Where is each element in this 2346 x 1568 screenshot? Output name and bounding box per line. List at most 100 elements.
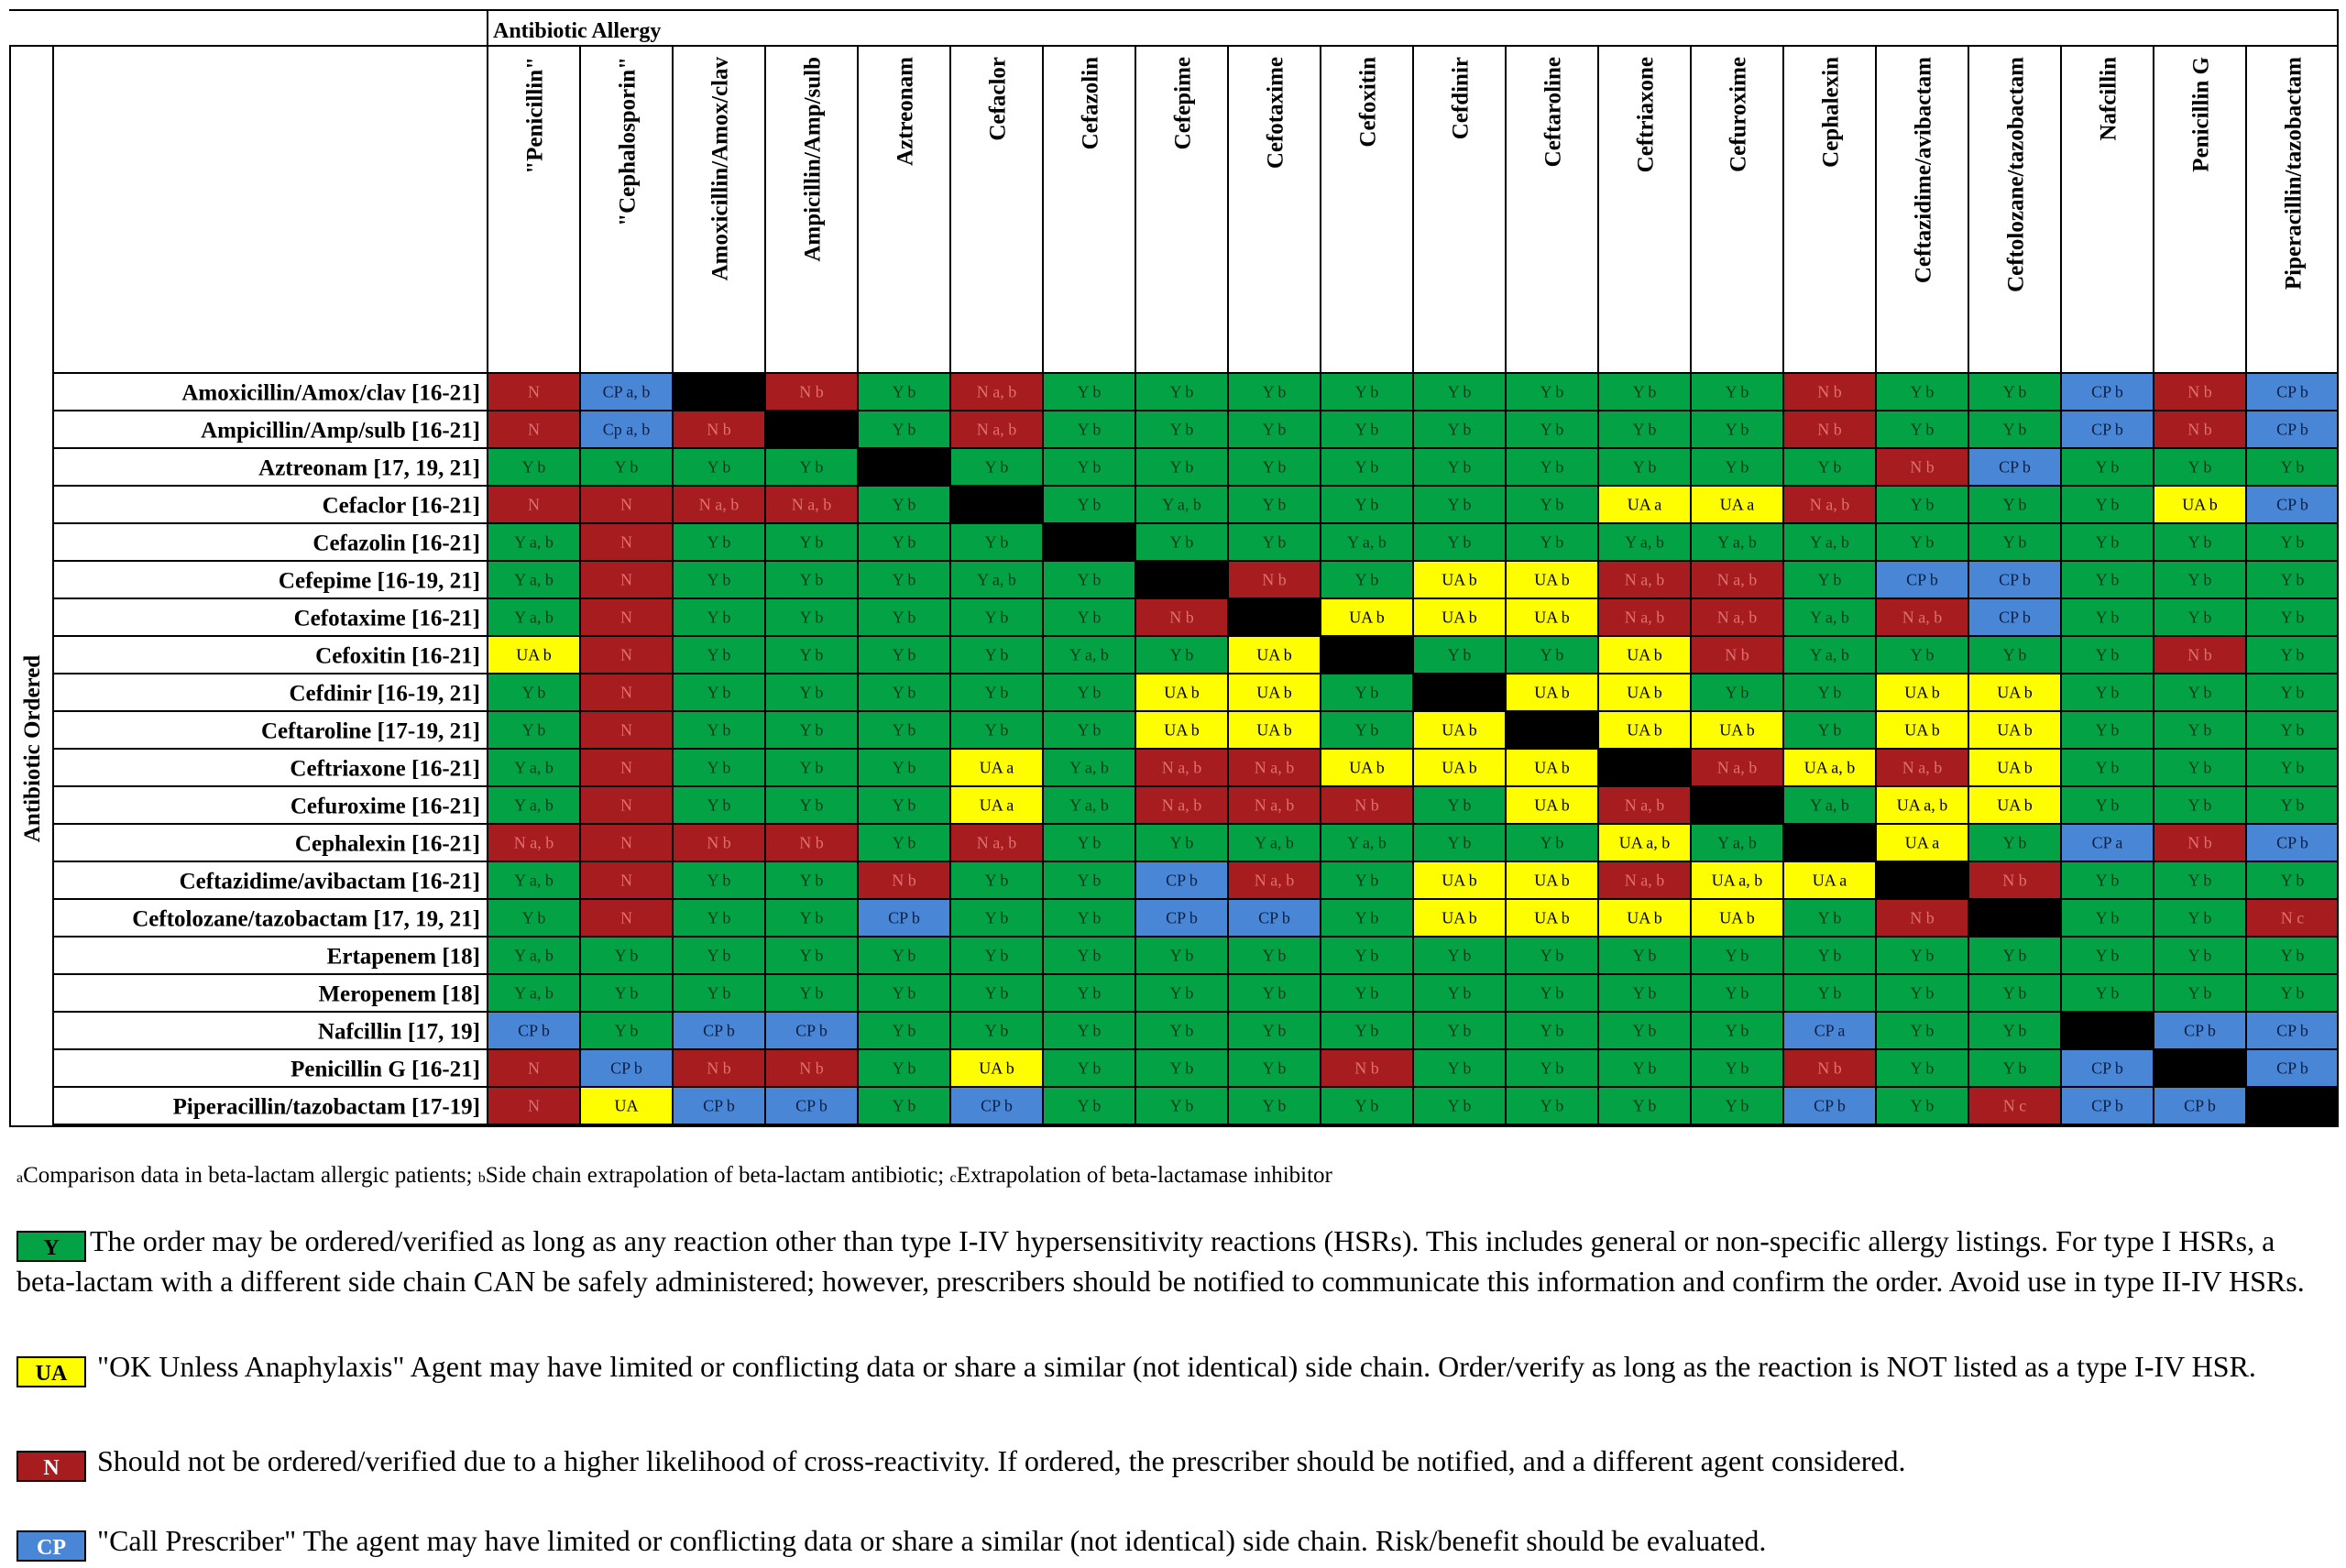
- column-header: Cefuroxime: [1727, 57, 1751, 172]
- matrix-cell: [2246, 749, 2339, 786]
- matrix-cell: [1413, 561, 1506, 598]
- matrix-cell: [1783, 749, 1876, 786]
- matrix-cell: [950, 1049, 1043, 1087]
- matrix-cell: [950, 824, 1043, 861]
- cell-value: Y a, b: [514, 872, 554, 890]
- cell-value: Y b: [1726, 984, 1749, 1003]
- matrix-cell: [1413, 711, 1506, 749]
- cell-value: Y b: [2281, 721, 2305, 740]
- matrix-cell: [1968, 937, 2061, 974]
- column-header: Aztreonam: [893, 57, 918, 166]
- matrix-cell: [1135, 974, 1228, 1012]
- cell-value: CP b: [2091, 383, 2123, 401]
- matrix-cell: [950, 974, 1043, 1012]
- cell-value: CP b: [2276, 496, 2308, 514]
- footnote-b-marker: b: [477, 1170, 486, 1186]
- matrix-cell: [1876, 448, 1968, 486]
- cell-value: CP b: [888, 909, 920, 927]
- cell-value: Y b: [1911, 421, 1935, 439]
- cell-value: UA b: [1349, 759, 1385, 777]
- matrix-cell: [950, 561, 1043, 598]
- row-label: Amoxicillin/Amox/clav [16-21]: [181, 381, 480, 406]
- matrix-cell: [765, 786, 858, 824]
- cell-value: CP b: [795, 1097, 828, 1115]
- cell-value: UA b: [1442, 872, 1477, 890]
- cell-value: Y b: [985, 609, 1009, 627]
- matrix-cell: [950, 486, 1043, 523]
- matrix-cell: [1321, 786, 1413, 824]
- cell-value: UA b: [1534, 684, 1570, 702]
- cell-value: Y b: [1448, 947, 1472, 965]
- cell-value: CP b: [1999, 571, 2031, 589]
- matrix-cell: [2154, 523, 2246, 561]
- matrix-cell: [1876, 674, 1968, 711]
- matrix-cell: [488, 1049, 580, 1087]
- matrix-cell: [1506, 598, 1598, 636]
- matrix-cell: [2061, 448, 2154, 486]
- cell-value: N: [528, 383, 540, 401]
- matrix-cell: [2246, 937, 2339, 974]
- cell-value: Y b: [893, 383, 916, 401]
- cell-value: Y b: [1078, 947, 1102, 965]
- matrix-cell: [1321, 824, 1413, 861]
- cell-value: UA b: [1997, 759, 2033, 777]
- matrix-cell: [1968, 561, 2061, 598]
- cell-value: Y b: [800, 984, 824, 1003]
- cell-value: N: [620, 609, 632, 627]
- cell-value: N b: [1910, 458, 1935, 477]
- cell-value: N b: [2187, 834, 2212, 852]
- cell-value: Y b: [1078, 1097, 1102, 1115]
- matrix-cell: [1691, 1012, 1783, 1049]
- cell-value: Y b: [1078, 383, 1102, 401]
- cell-value: UA b: [1442, 571, 1477, 589]
- matrix-cell: [2154, 598, 2246, 636]
- matrix-cell: [1506, 824, 1598, 861]
- cell-value: UA b: [1442, 721, 1477, 740]
- row-label: Cefazolin [16-21]: [312, 532, 480, 556]
- matrix-cell: [858, 749, 950, 786]
- cell-value: Y b: [1170, 458, 1194, 477]
- cell-value: Y b: [707, 721, 731, 740]
- cell-value: UA b: [1534, 759, 1570, 777]
- matrix-cell: [2154, 1012, 2246, 1049]
- cell-value: Y b: [522, 684, 546, 702]
- matrix-cell: [1043, 486, 1135, 523]
- cell-value: Y b: [1170, 533, 1194, 552]
- matrix-cell: [1413, 974, 1506, 1012]
- cell-value: Y b: [1263, 1097, 1287, 1115]
- matrix-cell: [765, 974, 858, 1012]
- cell-value: N b: [1817, 1059, 1842, 1078]
- cell-value: UA b: [1164, 684, 1200, 702]
- cell-value: Y b: [1263, 533, 1287, 552]
- cell-value: Y b: [2096, 646, 2120, 664]
- matrix-cell: [1321, 486, 1413, 523]
- matrix-cell: [1135, 561, 1228, 598]
- matrix-cell: [580, 561, 673, 598]
- matrix-cell: [1598, 523, 1691, 561]
- cell-value: Y a, b: [1717, 533, 1757, 552]
- matrix-cell: [1135, 598, 1228, 636]
- matrix-cell: [858, 824, 950, 861]
- matrix-cell: [2061, 561, 2154, 598]
- cell-value: Y b: [615, 947, 639, 965]
- cell-value: N: [620, 533, 632, 552]
- column-header: Nafcillin: [2097, 57, 2121, 141]
- matrix-cell: [673, 711, 765, 749]
- cell-value: Y a, b: [1347, 834, 1387, 852]
- cell-value: Y b: [1078, 421, 1102, 439]
- matrix-cell: [1043, 598, 1135, 636]
- matrix-cell: [1691, 1087, 1783, 1124]
- matrix-cell: [1228, 523, 1321, 561]
- matrix-cell: [580, 786, 673, 824]
- matrix-cell: [1043, 749, 1135, 786]
- legend-text-ua: "OK Unless Anaphylaxis" Agent may have l…: [90, 1350, 2256, 1383]
- matrix-cell: [2061, 937, 2154, 974]
- matrix-cell: [1321, 523, 1413, 561]
- matrix-cell: [1228, 1012, 1321, 1049]
- cell-value: N b: [1262, 571, 1287, 589]
- matrix-cell: [950, 899, 1043, 937]
- matrix-cell: [1783, 1087, 1876, 1124]
- cell-value: Y a, b: [514, 984, 554, 1003]
- matrix-cell: [1321, 974, 1413, 1012]
- cell-value: Y b: [1355, 872, 1379, 890]
